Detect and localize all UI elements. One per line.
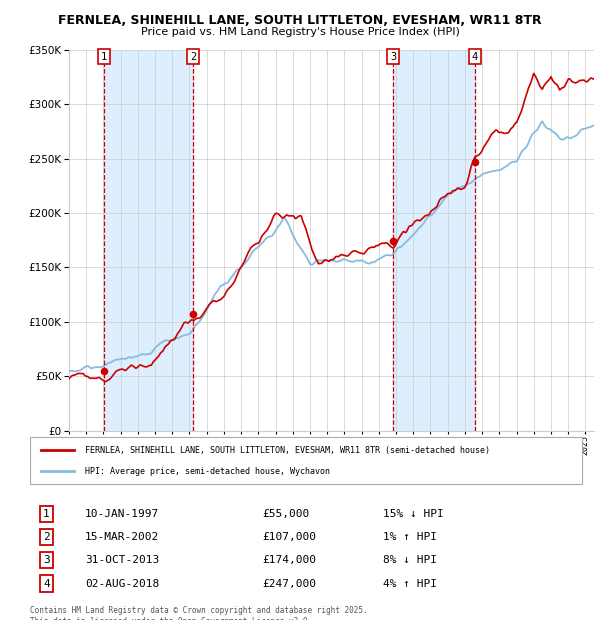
Text: 4: 4 (43, 578, 50, 588)
Text: 2: 2 (190, 52, 196, 62)
Text: 4: 4 (472, 52, 478, 62)
Text: £174,000: £174,000 (262, 556, 316, 565)
Text: 1% ↑ HPI: 1% ↑ HPI (383, 532, 437, 542)
Text: 1: 1 (43, 509, 50, 519)
Text: 8% ↓ HPI: 8% ↓ HPI (383, 556, 437, 565)
Bar (393, 50, 475, 431)
Text: £247,000: £247,000 (262, 578, 316, 588)
Bar (104, 50, 193, 431)
Text: Contains HM Land Registry data © Crown copyright and database right 2025.
This d: Contains HM Land Registry data © Crown c… (30, 606, 368, 620)
Text: 15% ↓ HPI: 15% ↓ HPI (383, 509, 444, 519)
Text: 3: 3 (390, 52, 396, 62)
Text: 1: 1 (101, 52, 107, 62)
Text: 3: 3 (43, 556, 50, 565)
Text: FERNLEA, SHINEHILL LANE, SOUTH LITTLETON, EVESHAM, WR11 8TR: FERNLEA, SHINEHILL LANE, SOUTH LITTLETON… (58, 14, 542, 27)
Text: £107,000: £107,000 (262, 532, 316, 542)
Text: 15-MAR-2002: 15-MAR-2002 (85, 532, 160, 542)
Text: 02-AUG-2018: 02-AUG-2018 (85, 578, 160, 588)
Text: Price paid vs. HM Land Registry's House Price Index (HPI): Price paid vs. HM Land Registry's House … (140, 27, 460, 37)
Text: £55,000: £55,000 (262, 509, 309, 519)
Text: FERNLEA, SHINEHILL LANE, SOUTH LITTLETON, EVESHAM, WR11 8TR (semi-detached house: FERNLEA, SHINEHILL LANE, SOUTH LITTLETON… (85, 446, 490, 454)
Text: 4% ↑ HPI: 4% ↑ HPI (383, 578, 437, 588)
FancyBboxPatch shape (30, 437, 582, 484)
Text: 31-OCT-2013: 31-OCT-2013 (85, 556, 160, 565)
Text: 2: 2 (43, 532, 50, 542)
Text: HPI: Average price, semi-detached house, Wychavon: HPI: Average price, semi-detached house,… (85, 466, 330, 476)
Text: 10-JAN-1997: 10-JAN-1997 (85, 509, 160, 519)
